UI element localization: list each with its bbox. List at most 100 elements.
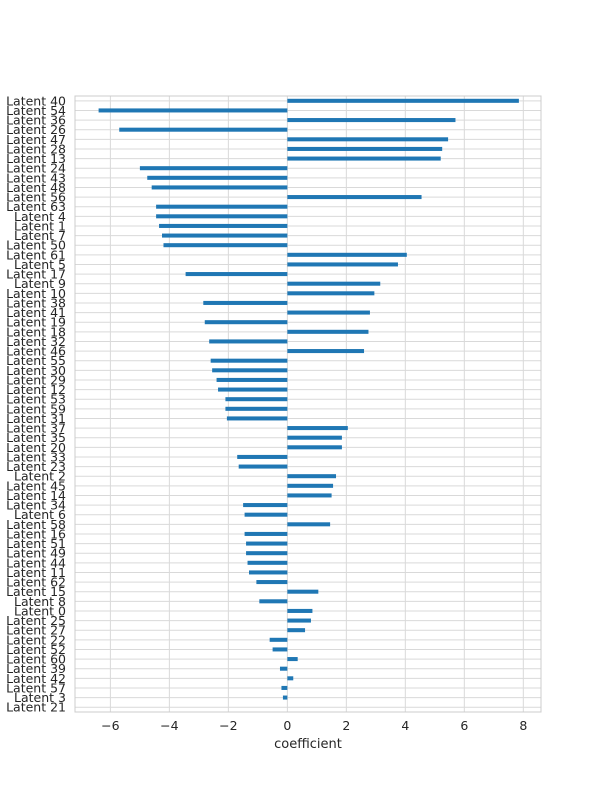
- category-label: Latent 44: [6, 555, 66, 570]
- category-label: Latent 20: [6, 440, 66, 455]
- category-label: Latent 2: [14, 469, 66, 484]
- category-label: Latent 48: [6, 180, 66, 195]
- category-label: Latent 56: [6, 190, 66, 205]
- category-label: Latent 35: [6, 430, 66, 445]
- category-label: Latent 61: [6, 247, 66, 262]
- category-label: Latent 63: [6, 199, 66, 214]
- category-label: Latent 36: [6, 113, 66, 128]
- bar: [287, 445, 342, 450]
- bar: [226, 416, 288, 421]
- bar: [204, 320, 288, 325]
- bar: [287, 156, 441, 161]
- category-label: Latent 43: [6, 170, 66, 185]
- bar: [162, 233, 288, 238]
- bar: [282, 695, 288, 700]
- x-tick-label: −6: [101, 718, 119, 733]
- bar-layer: [98, 98, 519, 710]
- bar: [287, 435, 342, 440]
- category-label: Latent 49: [6, 546, 66, 561]
- category-label: Latent 62: [6, 575, 66, 590]
- category-label: Latent 54: [6, 103, 66, 118]
- bar: [246, 551, 288, 556]
- category-label: Latent 23: [6, 459, 66, 474]
- bar: [287, 195, 422, 200]
- category-label: Latent 38: [6, 295, 66, 310]
- category-label: Latent 29: [6, 372, 66, 387]
- category-label: Latent 18: [6, 324, 66, 339]
- bar: [139, 166, 288, 171]
- x-axis-title: coefficient: [274, 737, 342, 752]
- category-label: Latent 33: [6, 449, 66, 464]
- bar: [185, 272, 288, 277]
- category-label: Latent 47: [6, 132, 66, 147]
- category-label: Latent 53: [6, 392, 66, 407]
- bar: [156, 204, 288, 209]
- category-label: Latent 7: [14, 228, 66, 243]
- category-label: Latent 46: [6, 344, 66, 359]
- bar: [256, 580, 288, 585]
- category-label: Latent 4: [14, 209, 66, 224]
- category-label: Latent 58: [6, 517, 66, 532]
- bar: [237, 454, 288, 459]
- bar: [272, 647, 288, 652]
- category-label: Latent 40: [6, 93, 66, 108]
- category-label: Latent 21: [6, 700, 66, 715]
- plot-frame: [74, 95, 542, 713]
- category-label: Latent 5: [14, 257, 66, 272]
- category-label: Latent 28: [6, 141, 66, 156]
- category-label: Latent 51: [6, 536, 66, 551]
- bar: [249, 570, 288, 575]
- bar: [151, 185, 288, 190]
- bar: [287, 118, 456, 123]
- x-tick-label: 6: [460, 718, 468, 733]
- bar: [244, 512, 288, 517]
- x-tick-labels: −6 −4 −2 0 2 4 6 8: [101, 718, 527, 733]
- category-label: Latent 0: [14, 603, 66, 618]
- category-label: Latent 41: [6, 305, 66, 320]
- bar: [209, 339, 288, 344]
- bar: [287, 349, 365, 354]
- category-label: Latent 39: [6, 661, 66, 676]
- category-label: Latent 25: [6, 613, 66, 628]
- category-label: Latent 1: [14, 218, 66, 233]
- x-tick-label: −2: [219, 718, 237, 733]
- bar: [119, 127, 288, 132]
- bar: [246, 541, 288, 546]
- category-label: Latent 8: [14, 594, 66, 609]
- category-label: Latent 55: [6, 353, 66, 368]
- bar: [287, 329, 369, 334]
- category-label: Latent 52: [6, 642, 66, 657]
- bar: [281, 685, 288, 690]
- bar: [287, 657, 298, 662]
- bar: [287, 262, 398, 267]
- category-label: Latent 24: [6, 161, 66, 176]
- category-label: Latent 11: [6, 565, 66, 580]
- bar: [287, 281, 381, 286]
- category-label: Latent 26: [6, 122, 66, 137]
- bar: [156, 214, 288, 219]
- bar: [225, 397, 288, 402]
- category-label: Latent 10: [6, 286, 66, 301]
- category-label: Latent 19: [6, 315, 66, 330]
- x-tick-label: 2: [342, 718, 350, 733]
- category-label: Latent 31: [6, 411, 66, 426]
- bar: [210, 358, 288, 363]
- bar: [287, 98, 519, 103]
- bar: [218, 387, 288, 392]
- bar: [203, 300, 288, 305]
- category-label: Latent 9: [14, 276, 66, 291]
- category-label: Latent 16: [6, 526, 66, 541]
- bar: [287, 628, 306, 633]
- bar: [98, 108, 288, 113]
- bar: [287, 310, 370, 315]
- bar: [216, 377, 288, 382]
- category-label: Latent 30: [6, 363, 66, 378]
- category-label: Latent 27: [6, 623, 66, 638]
- category-label: Latent 34: [6, 498, 66, 513]
- x-tick-label: 4: [401, 718, 409, 733]
- category-label: Latent 3: [14, 690, 66, 705]
- category-label: Latent 60: [6, 652, 66, 667]
- bar: [287, 522, 331, 527]
- category-label: Latent 59: [6, 401, 66, 416]
